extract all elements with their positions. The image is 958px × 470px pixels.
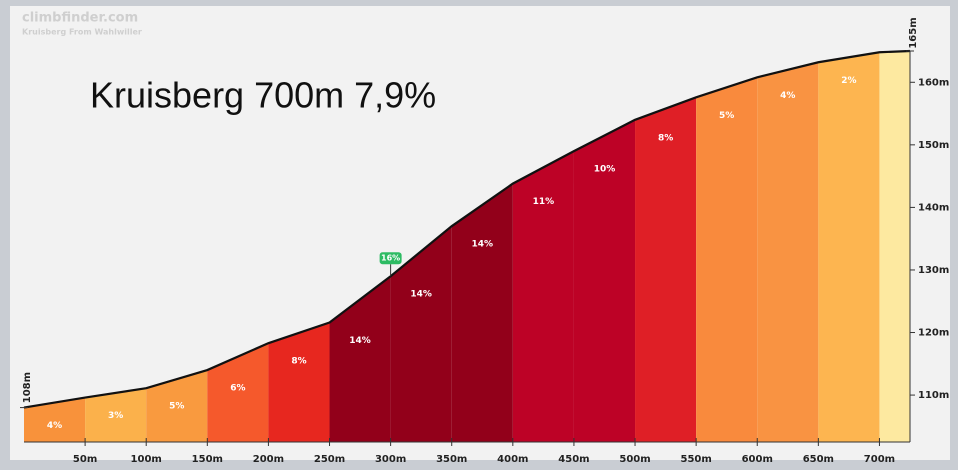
gradient-segment (329, 276, 391, 442)
gradient-segment (757, 62, 819, 442)
gradient-segment (451, 183, 513, 442)
gradient-segment (635, 97, 697, 442)
gradient-label: 10% (594, 165, 616, 175)
x-tick-label: 200m (253, 454, 284, 465)
subtitle: Kruisberg From Wahlwiller (22, 28, 142, 37)
gradient-label: 14% (410, 290, 432, 300)
max-gradient-badge (379, 252, 402, 265)
gradient-label: 8% (291, 357, 306, 367)
gradient-segment (146, 370, 208, 442)
gradient-label: 14% (472, 240, 494, 250)
gradient-segment (879, 51, 910, 442)
gradient-segment (573, 119, 636, 442)
gradient-segment (696, 77, 758, 442)
gradient-label: 8% (658, 133, 673, 143)
x-tick-label: 150m (192, 454, 223, 465)
x-tick-label: 300m (375, 454, 406, 465)
watermark: climbfinder.com (22, 11, 138, 26)
gradient-label: 4% (780, 91, 795, 101)
gradient-label: 14% (349, 336, 371, 346)
x-tick-label: 650m (803, 454, 834, 465)
y-tick-label: 110m (918, 390, 949, 401)
gradient-label: 11% (533, 197, 555, 207)
x-tick-label: 700m (864, 454, 895, 465)
gradient-segment (818, 52, 880, 443)
gradient-label: 5% (719, 111, 734, 121)
gradient-label: 6% (230, 384, 245, 394)
gradient-segment (268, 322, 330, 442)
x-tick-label: 500m (619, 454, 650, 465)
gradient-label: 2% (841, 76, 856, 86)
x-tick-label: 100m (131, 454, 162, 465)
y-tick-label: 140m (918, 202, 949, 213)
max-gradient-label: 16% (381, 254, 400, 263)
gradient-segment (85, 388, 147, 442)
x-tick-label: 350m (436, 454, 467, 465)
chart-title: Kruisberg 700m 7,9% (90, 75, 436, 116)
gradient-label: 5% (169, 402, 184, 412)
x-tick-label: 550m (680, 454, 711, 465)
gradient-segment (512, 151, 574, 442)
end-label: 165m (908, 17, 919, 48)
x-tick-label: 400m (497, 454, 528, 465)
y-tick-label: 130m (918, 265, 949, 276)
gradient-label: 3% (108, 411, 123, 421)
profile-line (23, 49, 911, 409)
x-tick-label: 250m (314, 454, 345, 465)
gradient-segment (207, 343, 269, 442)
x-tick-label: 50m (73, 454, 97, 465)
y-tick-label: 150m (918, 140, 949, 151)
x-tick-label: 600m (742, 454, 773, 465)
y-tick-label: 160m (918, 77, 949, 88)
gradient-label: 4% (47, 421, 62, 431)
gradient-segment (24, 397, 86, 442)
start-label: 108m (22, 372, 33, 403)
gradient-segment (390, 226, 452, 442)
y-tick-label: 120m (918, 328, 949, 339)
x-tick-label: 450m (558, 454, 589, 465)
